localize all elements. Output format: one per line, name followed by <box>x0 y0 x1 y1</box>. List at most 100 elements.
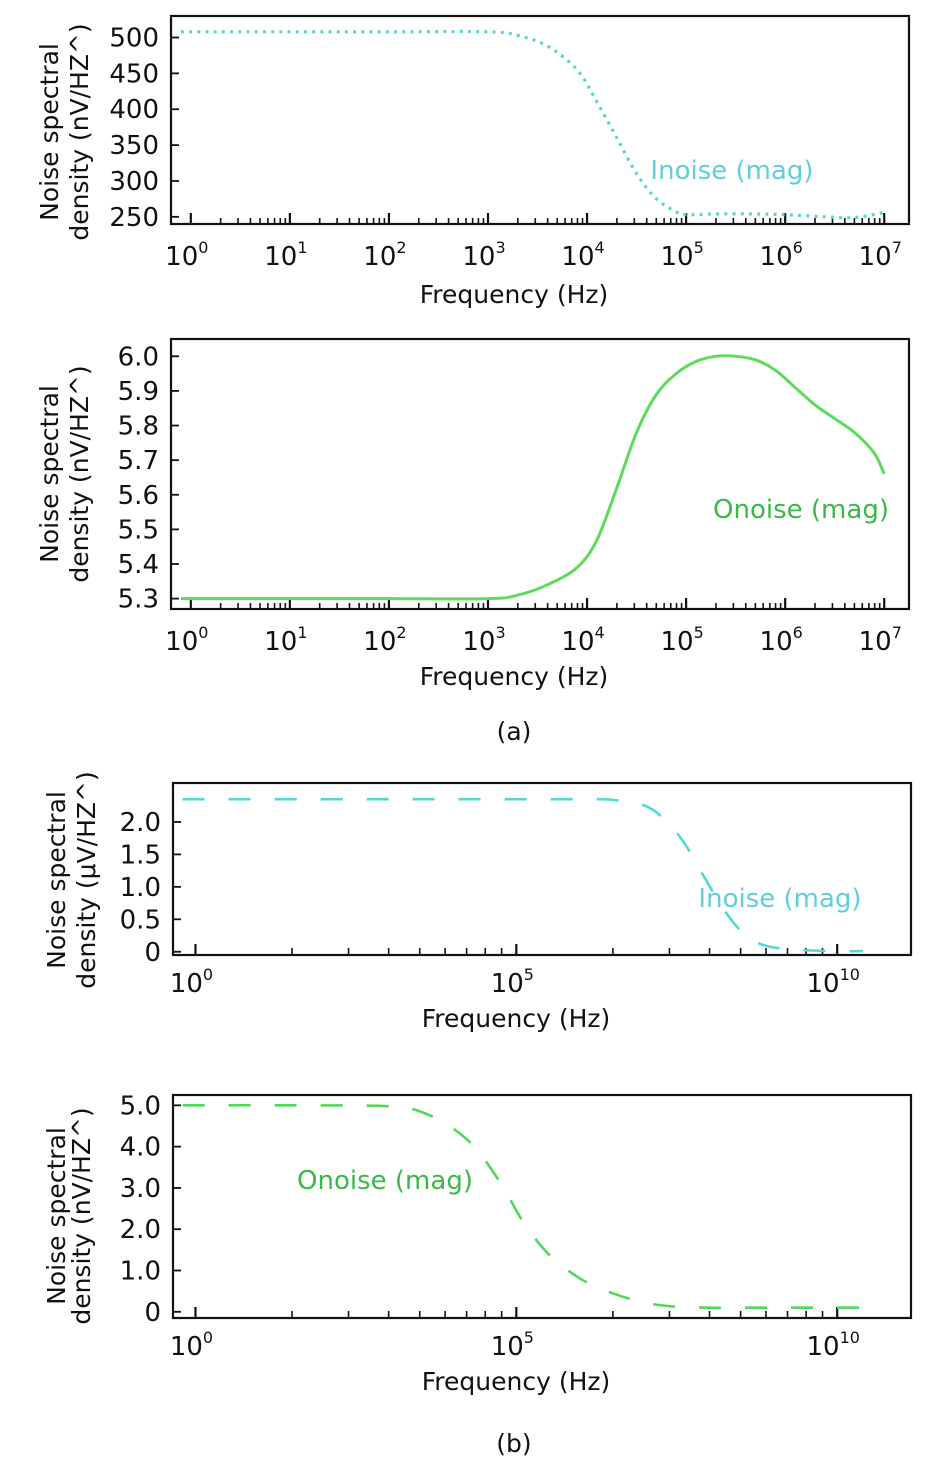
y-tick-label: 5.3 <box>118 585 159 615</box>
y-axis-title-line: density (nV/HZ^) <box>67 1107 96 1324</box>
x-tick-base: 10 <box>363 627 396 657</box>
chart-inoise-panel-a: 100 101 102 103 104 105 106 1075004504003503002… <box>35 14 911 309</box>
y-tick-label: 2.0 <box>120 808 161 838</box>
x-tick-base: 10 <box>760 242 793 272</box>
x-tick-exponent: 0 <box>198 238 208 257</box>
x-tick-label: 102 <box>363 623 406 657</box>
x-tick-base: 10 <box>363 242 396 272</box>
y-tick-label: 5.5 <box>118 515 159 545</box>
x-tick-exponent: 3 <box>495 238 505 257</box>
x-tick-base: 10 <box>806 969 839 999</box>
y-axis-title-line: Noise spectral <box>35 43 64 221</box>
y-tick-label: 1.0 <box>120 873 161 903</box>
x-tick-label: 105 <box>660 623 703 657</box>
x-axis-title: Frequency (Hz) <box>420 662 609 691</box>
x-axis-title: Frequency (Hz) <box>420 280 609 309</box>
x-tick-exponent: 0 <box>203 965 213 984</box>
x-tick-exponent: 7 <box>892 623 902 642</box>
series-line-onoise <box>180 354 886 601</box>
y-axis-title-line: Noise spectral <box>42 791 71 969</box>
legend-label: Onoise (mag) <box>297 1166 473 1196</box>
x-tick-label: 101 <box>264 238 307 272</box>
x-tick-label: 105 <box>660 238 703 272</box>
x-tick-exponent: 5 <box>694 238 704 257</box>
plot-frame <box>171 1093 913 1320</box>
series-line-onoise <box>182 1103 863 1310</box>
plot-frame <box>169 14 911 226</box>
x-tick-exponent: 10 <box>840 965 860 984</box>
x-tick-label: 103 <box>462 238 505 272</box>
series-line-inoise <box>182 797 863 953</box>
x-tick-base: 10 <box>165 242 198 272</box>
x-tick-label: 107 <box>859 623 902 657</box>
x-tick-label: 1010 <box>806 1328 859 1362</box>
x-tick-exponent: 10 <box>840 1328 860 1347</box>
y-tick-label: 2.0 <box>120 1215 161 1245</box>
x-axis-title: Frequency (Hz) <box>422 1367 611 1396</box>
y-tick-label: 5.7 <box>118 446 159 476</box>
y-tick-label: 250 <box>109 203 159 233</box>
x-tick-label: 104 <box>561 623 604 657</box>
x-tick-base: 10 <box>170 1332 203 1362</box>
x-tick-exponent: 2 <box>396 623 406 642</box>
x-tick-label: 105 <box>491 1328 534 1362</box>
x-tick-exponent: 1 <box>297 238 307 257</box>
y-tick-label: 4.0 <box>120 1133 161 1163</box>
x-tick-base: 10 <box>264 627 297 657</box>
x-tick-label: 101 <box>264 623 307 657</box>
y-tick-label: 0.5 <box>120 905 161 935</box>
y-axis-title-line: density (μV/HZ^) <box>72 771 101 988</box>
x-tick-base: 10 <box>170 969 203 999</box>
x-tick-label: 1010 <box>806 965 859 999</box>
y-tick-label: 5.4 <box>118 550 159 580</box>
legend-label: Onoise (mag) <box>713 495 889 525</box>
x-tick-exponent: 4 <box>595 623 605 642</box>
x-tick-exponent: 5 <box>694 623 704 642</box>
x-tick-label: 107 <box>859 238 902 272</box>
y-tick-label: 1.0 <box>120 1257 161 1287</box>
y-tick-label: 300 <box>109 167 159 197</box>
x-tick-exponent: 7 <box>892 238 902 257</box>
x-tick-base: 10 <box>806 1332 839 1362</box>
plot-frame <box>171 781 913 957</box>
y-axis-title-line: Noise spectral <box>42 1127 71 1305</box>
y-tick-label: 400 <box>109 95 159 125</box>
y-axis-title-line: density (nV/HZ^) <box>65 23 94 240</box>
y-tick-label: 5.8 <box>118 412 159 442</box>
x-tick-base: 10 <box>165 627 198 657</box>
x-tick-label: 106 <box>760 238 803 272</box>
y-tick-label: 1.5 <box>120 840 161 870</box>
x-tick-base: 10 <box>491 969 524 999</box>
x-tick-label: 100 <box>165 623 208 657</box>
x-tick-base: 10 <box>491 1332 524 1362</box>
chart-onoise-panel-a: 100 101 102 103 104 105 106 1076.05.95.85.75.65… <box>35 337 911 691</box>
x-tick-exponent: 0 <box>198 623 208 642</box>
x-tick-base: 10 <box>859 242 892 272</box>
y-axis-title-line: density (nV/HZ^) <box>65 365 94 582</box>
x-tick-label: 104 <box>561 238 604 272</box>
x-tick-exponent: 1 <box>297 623 307 642</box>
x-tick-base: 10 <box>859 627 892 657</box>
y-tick-label: 0 <box>144 938 161 968</box>
x-tick-base: 10 <box>660 627 693 657</box>
y-tick-label: 450 <box>109 59 159 89</box>
x-tick-label: 100 <box>170 965 213 999</box>
y-tick-label: 500 <box>109 24 159 54</box>
x-tick-base: 10 <box>660 242 693 272</box>
x-tick-label: 106 <box>760 623 803 657</box>
x-tick-exponent: 5 <box>524 965 534 984</box>
x-tick-exponent: 2 <box>396 238 406 257</box>
legend-label: Inoise (mag) <box>650 156 813 186</box>
caption-b: (b) <box>496 1429 531 1458</box>
x-tick-label: 100 <box>165 238 208 272</box>
x-axis-title: Frequency (Hz) <box>422 1004 611 1033</box>
x-tick-base: 10 <box>462 627 495 657</box>
x-tick-exponent: 0 <box>203 1328 213 1347</box>
x-tick-base: 10 <box>760 627 793 657</box>
y-tick-label: 350 <box>109 131 159 161</box>
x-tick-label: 102 <box>363 238 406 272</box>
y-tick-label: 6.0 <box>118 342 159 372</box>
y-axis-title-line: Noise spectral <box>35 385 64 563</box>
